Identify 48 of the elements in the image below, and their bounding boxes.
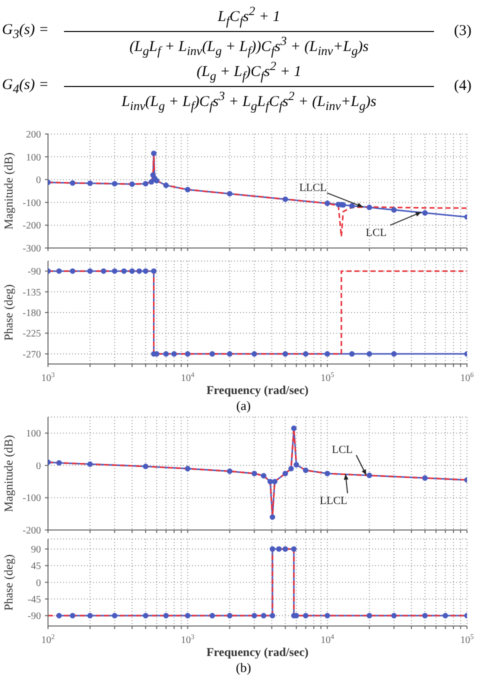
y-tick-label: -100 xyxy=(22,493,41,504)
text: (a) xyxy=(236,398,251,413)
y-tick-label: -90 xyxy=(28,611,41,622)
annotation: LCL xyxy=(366,227,387,240)
text: G$_{3}$(s) = xyxy=(2,22,49,40)
annotation: LCL xyxy=(332,444,353,456)
y-tick-label: 90 xyxy=(31,544,41,556)
y-tick-label: 45 xyxy=(31,561,41,572)
x-tick-label: 10$^{3}$ xyxy=(180,633,195,646)
y-tick-label: -300 xyxy=(22,244,41,254)
y-tick-label: -90 xyxy=(28,266,41,278)
text: G$_{4}$(s) = xyxy=(2,76,49,96)
x-tick-label: 10$^{5}$ xyxy=(320,371,335,384)
text: (L$_{g}$ + L$_{f}$)C$_{f}$s$^{2}$ + 1 xyxy=(196,59,302,83)
y-tick-label: -200 xyxy=(22,526,41,536)
annotation: LLCL xyxy=(320,495,348,508)
text: (b) xyxy=(236,660,252,675)
y-tick-label: 100 xyxy=(26,152,41,164)
y-tick-label: 100 xyxy=(26,428,41,440)
y-tick-label: -45 xyxy=(28,594,41,606)
y-tick-label: 200 xyxy=(26,130,41,140)
y-tick-label: 0 xyxy=(36,578,41,589)
y-axis-title: Magnitude (dB) xyxy=(1,152,16,230)
y-tick-label: -225 xyxy=(22,328,41,340)
y-axis-title: Phase (deg) xyxy=(1,284,16,341)
x-axis-title: Frequency (rad/sec) xyxy=(206,383,309,397)
text: (3) xyxy=(454,23,472,39)
annotation: LLCL xyxy=(299,182,328,194)
y-tick-label: -135 xyxy=(22,287,41,298)
x-tick-label: 10$^{6}$ xyxy=(460,371,474,384)
y-axis-title: Magnitude (dB) xyxy=(1,435,16,512)
text: L$_{f}$C$_{f}$s$^{2}$ + 1 xyxy=(218,4,280,28)
text: (4) xyxy=(454,78,472,94)
text: L$_{inv}$(L$_{g}$ + L$_{f}$)C$_{f}$s$^{3}$ + L$_{g}$L$_{f}$C$_{f}$s$^{2}$ + (L$_{inv}$+L$_{g}$)s xyxy=(122,89,376,113)
y-axis-title: Phase (deg) xyxy=(1,554,16,611)
y-tick-label: -200 xyxy=(22,220,41,232)
x-tick-label: 10$^{2}$ xyxy=(41,633,56,646)
x-tick-label: 10$^{4}$ xyxy=(180,371,195,384)
y-tick-label: -180 xyxy=(22,308,41,319)
x-axis-title: Frequency (rad/sec) xyxy=(206,645,309,659)
x-tick-label: 10$^{4}$ xyxy=(320,633,335,646)
text: (L$_{g}$L$_{f}$ + L$_{inv}$(L$_{g}$ + L$_{f}$))C$_{f}$s$^{3}$ + (L$_{inv}$+L$_{g}$)s xyxy=(129,34,369,58)
x-tick-label: 10$^{3}$ xyxy=(41,371,56,384)
x-tick-label: 10$^{5}$ xyxy=(460,633,474,646)
y-tick-label: 0 xyxy=(36,175,41,186)
y-tick-label: -100 xyxy=(22,198,41,209)
y-tick-label: -270 xyxy=(22,349,41,360)
y-tick-label: 0 xyxy=(36,460,41,472)
